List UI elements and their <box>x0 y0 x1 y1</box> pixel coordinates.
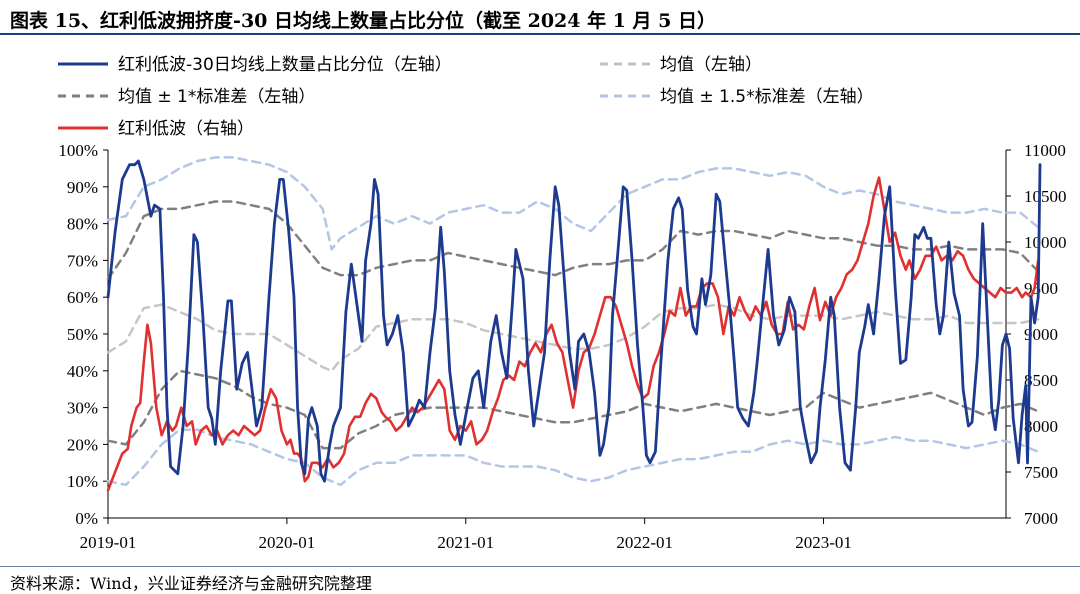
y-left-tick-label: 50% <box>67 325 98 344</box>
chart-plot-area <box>106 156 1042 492</box>
series-line-均值-1.5标准差 <box>106 428 1040 487</box>
legend-label: 均值（左轴） <box>660 55 762 75</box>
y-left-tick-label: 70% <box>67 251 98 270</box>
y-left-tick-label: 100% <box>58 141 98 160</box>
legend-label: 红利低波（右轴） <box>118 119 254 139</box>
y-right-tick-label: 8500 <box>1024 371 1058 390</box>
y-left-tick-label: 80% <box>67 215 98 234</box>
y-right-tick-label: 9000 <box>1024 325 1058 344</box>
chart-title: 图表 15、红利低波拥挤度-30 日均线上数量占比分位（截至 2024 年 1 … <box>10 10 717 32</box>
y-left-tick-label: 10% <box>67 472 98 491</box>
legend: 红利低波-30日均线上数量占比分位（左轴） 均值（左轴） 均值 ± 1*标准差（左轴… <box>58 55 874 139</box>
x-tick-label: 2020-01 <box>259 533 316 552</box>
legend-label: 均值 ± 1*标准差（左轴） <box>118 87 315 107</box>
x-tick-label: 2021-01 <box>437 533 494 552</box>
legend-label: 红利低波-30日均线上数量占比分位（左轴） <box>118 55 452 75</box>
y-right-tick-label: 7500 <box>1024 463 1058 482</box>
y-right-tick-label: 8000 <box>1024 417 1058 436</box>
y-right-tick-label: 7000 <box>1024 509 1058 528</box>
title-divider <box>0 33 1080 35</box>
y-right-tick-label: 10000 <box>1024 233 1067 252</box>
y-left-tick-label: 0% <box>75 509 98 528</box>
legend-label: 均值 ± 1.5*标准差（左轴） <box>660 87 874 107</box>
series-line-均值+1标准差 <box>106 200 1040 281</box>
chart-axes: 0% 10% 20% 30% 40% 50% 60% 70% 80% 90% 100% 7000 750… <box>58 141 1066 552</box>
x-tick-label: 2019-01 <box>80 533 137 552</box>
x-tick-label: 2022-01 <box>616 533 673 552</box>
y-left-tick-label: 90% <box>67 178 98 197</box>
y-left-tick-label: 40% <box>67 362 98 381</box>
y-left-tick-label: 60% <box>67 288 98 307</box>
y-right-tick-label: 11000 <box>1024 141 1066 160</box>
series-line-红利低波-30日均线上数量占比分位 <box>106 159 1042 483</box>
source-note: 资料来源：Wind，兴业证券经济与金融研究院整理 <box>10 574 372 593</box>
series-line-均值+1.5标准差 <box>106 156 1040 251</box>
chart-svg: 红利低波-30日均线上数量占比分位（左轴） 均值（左轴） 均值 ± 1*标准差（左轴… <box>58 55 1067 552</box>
x-tick-label: 2023-01 <box>795 533 852 552</box>
bottom-divider <box>0 566 1080 567</box>
y-left-tick-label: 20% <box>67 435 98 454</box>
y-right-tick-label: 10500 <box>1024 187 1067 206</box>
y-left-tick-label: 30% <box>67 399 98 418</box>
